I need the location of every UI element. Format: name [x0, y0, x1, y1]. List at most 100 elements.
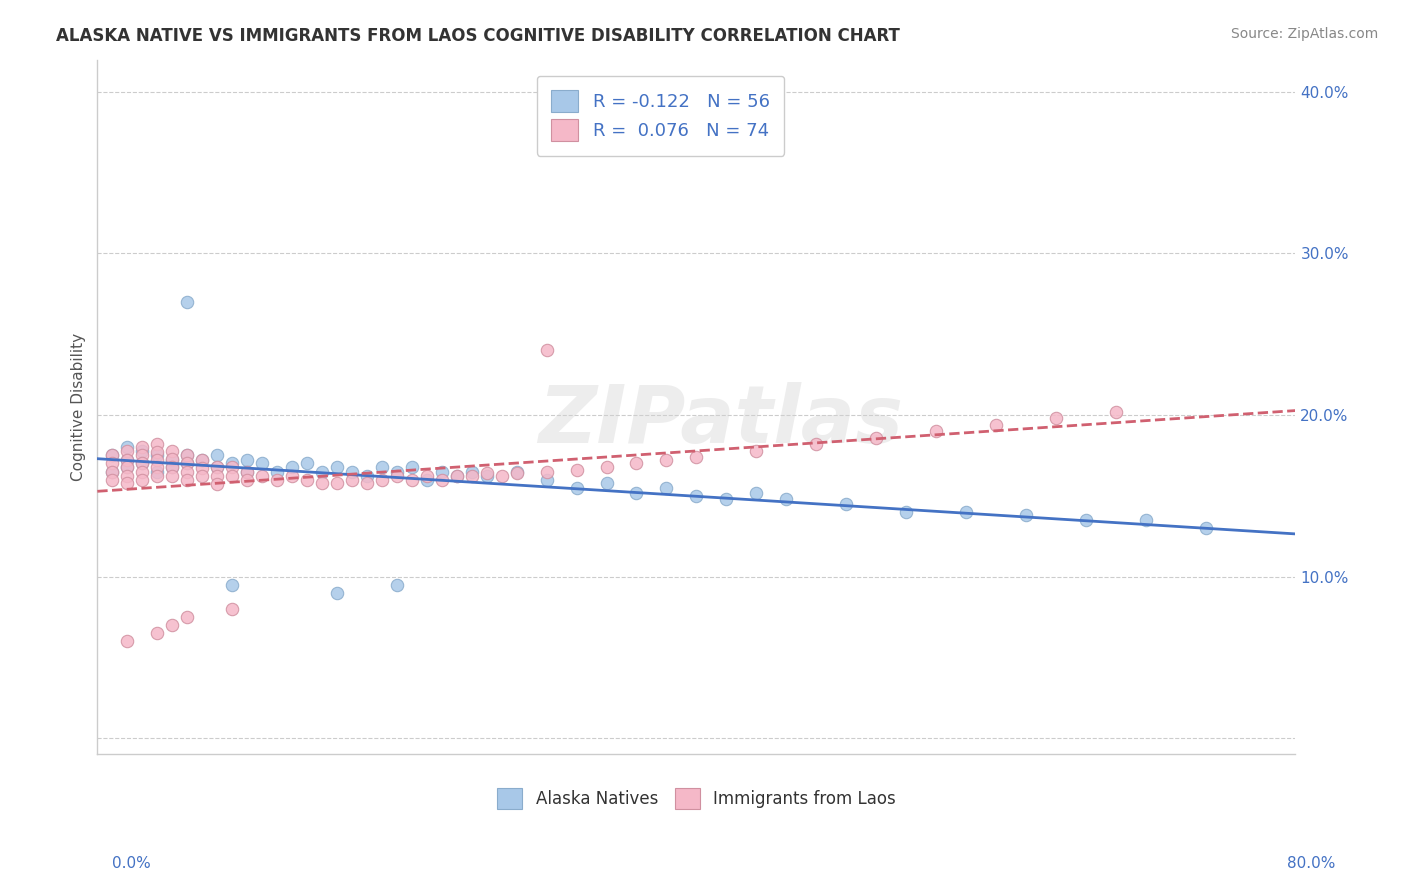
Point	[191, 469, 214, 483]
Point	[536, 473, 558, 487]
Point	[176, 465, 198, 479]
Point	[536, 465, 558, 479]
Point	[894, 505, 917, 519]
Point	[266, 465, 288, 479]
Point	[461, 465, 484, 479]
Point	[295, 457, 318, 471]
Point	[491, 469, 513, 483]
Point	[101, 457, 124, 471]
Point	[236, 473, 259, 487]
Point	[101, 448, 124, 462]
Point	[326, 475, 349, 490]
Point	[117, 440, 139, 454]
Point	[1015, 508, 1038, 523]
Point	[446, 469, 468, 483]
Point	[146, 469, 169, 483]
Point	[745, 443, 768, 458]
Point	[1045, 411, 1067, 425]
Text: 80.0%: 80.0%	[1288, 856, 1336, 871]
Point	[146, 448, 169, 462]
Point	[205, 469, 228, 483]
Point	[131, 448, 153, 462]
Point	[685, 450, 707, 464]
Point	[160, 443, 183, 458]
Point	[205, 477, 228, 491]
Point	[160, 618, 183, 632]
Point	[356, 475, 378, 490]
Point	[160, 469, 183, 483]
Point	[595, 459, 617, 474]
Point	[835, 497, 858, 511]
Point	[117, 634, 139, 648]
Point	[117, 453, 139, 467]
Point	[221, 469, 243, 483]
Point	[131, 465, 153, 479]
Point	[716, 491, 738, 506]
Point	[266, 473, 288, 487]
Point	[745, 485, 768, 500]
Point	[191, 453, 214, 467]
Point	[655, 481, 678, 495]
Point	[176, 448, 198, 462]
Point	[955, 505, 977, 519]
Point	[221, 602, 243, 616]
Point	[117, 459, 139, 474]
Point	[685, 489, 707, 503]
Point	[131, 457, 153, 471]
Point	[416, 473, 439, 487]
Point	[131, 457, 153, 471]
Point	[250, 457, 273, 471]
Point	[236, 453, 259, 467]
Point	[340, 465, 363, 479]
Point	[160, 451, 183, 466]
Point	[160, 453, 183, 467]
Point	[160, 459, 183, 474]
Point	[131, 473, 153, 487]
Point	[385, 577, 408, 591]
Point	[131, 440, 153, 454]
Point	[1105, 405, 1128, 419]
Point	[146, 437, 169, 451]
Text: ZIPatlas: ZIPatlas	[538, 382, 903, 459]
Point	[101, 473, 124, 487]
Point	[1135, 513, 1157, 527]
Point	[250, 469, 273, 483]
Point	[176, 457, 198, 471]
Point	[775, 491, 797, 506]
Point	[565, 463, 588, 477]
Point	[160, 459, 183, 474]
Point	[176, 294, 198, 309]
Point	[626, 457, 648, 471]
Point	[371, 473, 394, 487]
Point	[117, 475, 139, 490]
Text: Source: ZipAtlas.com: Source: ZipAtlas.com	[1230, 27, 1378, 41]
Point	[984, 417, 1007, 432]
Point	[430, 465, 453, 479]
Point	[236, 465, 259, 479]
Text: ALASKA NATIVE VS IMMIGRANTS FROM LAOS COGNITIVE DISABILITY CORRELATION CHART: ALASKA NATIVE VS IMMIGRANTS FROM LAOS CO…	[56, 27, 900, 45]
Text: 0.0%: 0.0%	[112, 856, 152, 871]
Point	[595, 475, 617, 490]
Point	[146, 465, 169, 479]
Point	[416, 469, 439, 483]
Point	[101, 465, 124, 479]
Point	[176, 473, 198, 487]
Point	[385, 465, 408, 479]
Legend: Alaska Natives, Immigrants from Laos: Alaska Natives, Immigrants from Laos	[491, 781, 903, 815]
Point	[221, 457, 243, 471]
Point	[191, 461, 214, 475]
Point	[101, 448, 124, 462]
Point	[146, 453, 169, 467]
Point	[117, 459, 139, 474]
Point	[461, 469, 484, 483]
Point	[401, 459, 423, 474]
Point	[146, 626, 169, 640]
Point	[205, 459, 228, 474]
Point	[311, 465, 333, 479]
Point	[205, 459, 228, 474]
Point	[281, 469, 304, 483]
Point	[281, 459, 304, 474]
Point	[205, 448, 228, 462]
Point	[565, 481, 588, 495]
Y-axis label: Cognitive Disability: Cognitive Disability	[72, 333, 86, 481]
